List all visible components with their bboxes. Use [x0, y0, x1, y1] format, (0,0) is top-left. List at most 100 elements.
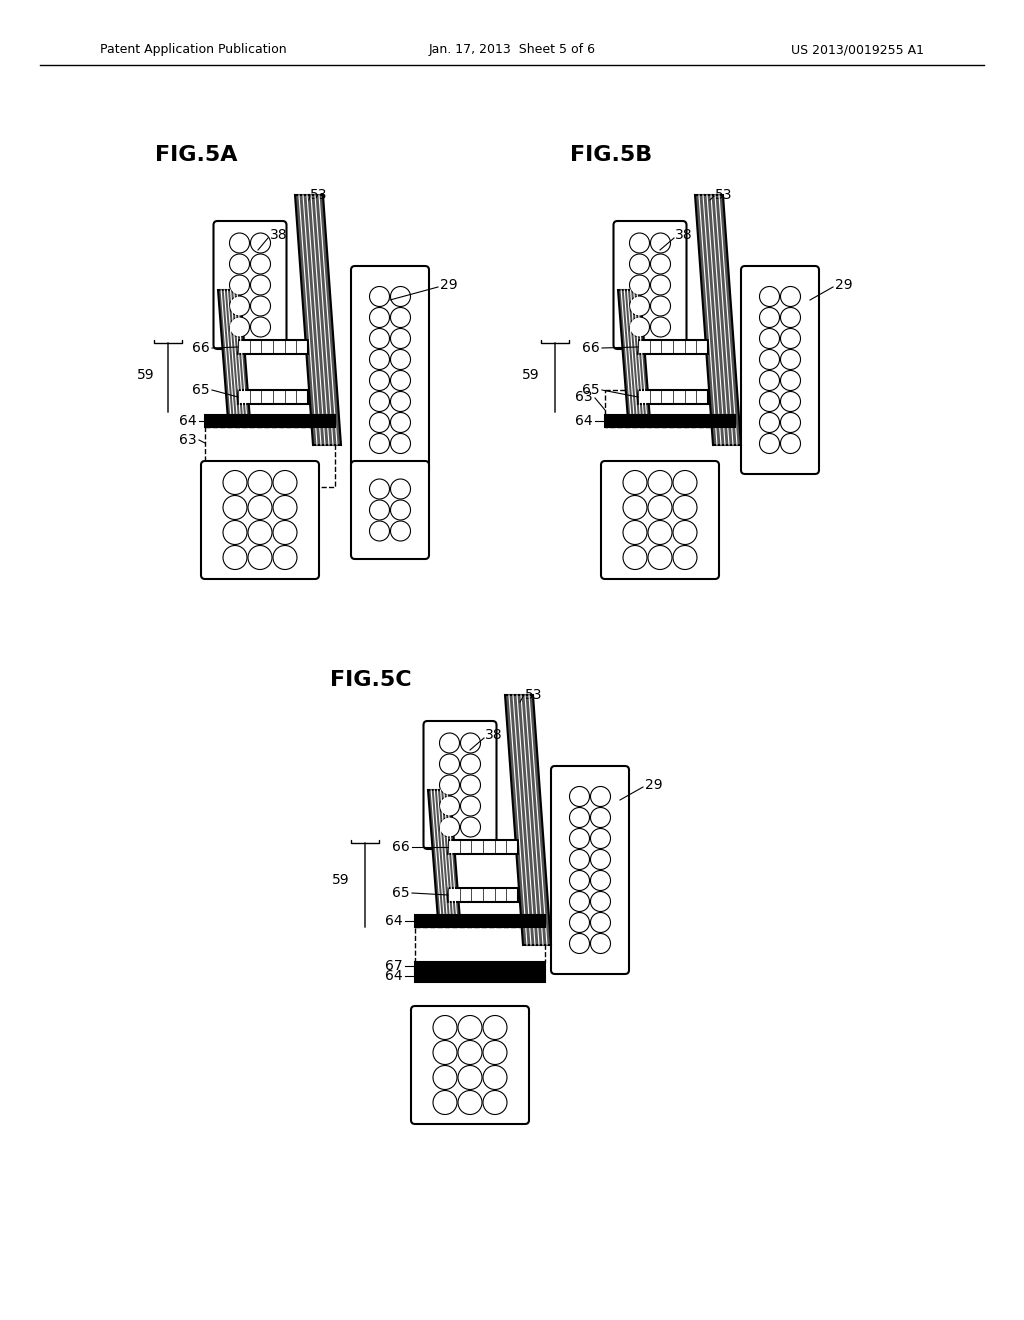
- Circle shape: [591, 850, 610, 870]
- Circle shape: [251, 253, 270, 275]
- Circle shape: [229, 296, 250, 315]
- Circle shape: [461, 817, 480, 837]
- Bar: [415, 927, 545, 962]
- Circle shape: [433, 1015, 457, 1040]
- Text: 65: 65: [392, 886, 410, 900]
- Circle shape: [273, 470, 297, 495]
- Circle shape: [229, 234, 250, 253]
- Circle shape: [623, 520, 647, 544]
- Circle shape: [630, 296, 649, 315]
- Circle shape: [650, 234, 671, 253]
- Circle shape: [780, 371, 801, 391]
- Circle shape: [223, 545, 247, 569]
- Circle shape: [569, 850, 590, 870]
- Circle shape: [248, 520, 272, 544]
- Circle shape: [439, 775, 460, 795]
- Circle shape: [650, 275, 671, 294]
- Polygon shape: [505, 696, 551, 945]
- Circle shape: [370, 500, 389, 520]
- Circle shape: [248, 545, 272, 569]
- Text: 29: 29: [645, 777, 663, 792]
- Circle shape: [760, 308, 779, 327]
- Circle shape: [273, 545, 297, 569]
- Circle shape: [591, 891, 610, 912]
- Circle shape: [569, 829, 590, 849]
- Circle shape: [390, 308, 411, 327]
- Text: FIG.5C: FIG.5C: [330, 671, 412, 690]
- Circle shape: [630, 317, 649, 337]
- Bar: [449, 840, 518, 854]
- Circle shape: [760, 329, 779, 348]
- Circle shape: [461, 754, 480, 774]
- Circle shape: [760, 286, 779, 306]
- Circle shape: [370, 286, 389, 306]
- Circle shape: [223, 495, 247, 520]
- Circle shape: [591, 829, 610, 849]
- Circle shape: [650, 317, 671, 337]
- Bar: [605, 414, 735, 426]
- Circle shape: [630, 253, 649, 275]
- Circle shape: [780, 286, 801, 306]
- Circle shape: [390, 479, 411, 499]
- Circle shape: [273, 495, 297, 520]
- Polygon shape: [428, 789, 460, 920]
- Circle shape: [370, 433, 389, 454]
- Circle shape: [370, 479, 389, 499]
- Circle shape: [569, 808, 590, 828]
- Bar: [605, 389, 735, 426]
- Circle shape: [223, 520, 247, 544]
- Circle shape: [591, 912, 610, 932]
- Circle shape: [591, 933, 610, 953]
- Circle shape: [229, 317, 250, 337]
- Circle shape: [390, 350, 411, 370]
- Text: 53: 53: [525, 688, 543, 702]
- Circle shape: [390, 371, 411, 391]
- Circle shape: [390, 329, 411, 348]
- Polygon shape: [695, 195, 741, 445]
- Circle shape: [370, 371, 389, 391]
- Circle shape: [569, 912, 590, 932]
- Circle shape: [433, 1090, 457, 1114]
- Polygon shape: [618, 290, 650, 420]
- FancyBboxPatch shape: [213, 220, 287, 348]
- Circle shape: [229, 253, 250, 275]
- Bar: [638, 389, 708, 404]
- Circle shape: [780, 329, 801, 348]
- Circle shape: [673, 520, 697, 544]
- Bar: [449, 888, 518, 902]
- Circle shape: [229, 275, 250, 294]
- Circle shape: [650, 296, 671, 315]
- Circle shape: [673, 470, 697, 495]
- FancyBboxPatch shape: [201, 461, 319, 579]
- Bar: [415, 970, 545, 982]
- Circle shape: [569, 891, 590, 912]
- Circle shape: [483, 1015, 507, 1040]
- Circle shape: [390, 433, 411, 454]
- FancyBboxPatch shape: [551, 766, 629, 974]
- Circle shape: [650, 253, 671, 275]
- Circle shape: [648, 470, 672, 495]
- Text: 64: 64: [575, 414, 593, 428]
- Circle shape: [390, 500, 411, 520]
- Circle shape: [370, 392, 389, 412]
- Circle shape: [439, 733, 460, 752]
- Circle shape: [569, 933, 590, 953]
- Circle shape: [251, 275, 270, 294]
- Circle shape: [760, 371, 779, 391]
- Circle shape: [780, 412, 801, 433]
- Circle shape: [780, 392, 801, 412]
- Circle shape: [780, 308, 801, 327]
- Circle shape: [760, 433, 779, 454]
- Circle shape: [251, 296, 270, 315]
- Text: 38: 38: [675, 228, 692, 242]
- FancyBboxPatch shape: [351, 461, 429, 558]
- Circle shape: [439, 817, 460, 837]
- Circle shape: [648, 545, 672, 569]
- Circle shape: [483, 1065, 507, 1089]
- Text: FIG.5B: FIG.5B: [570, 145, 652, 165]
- Text: 59: 59: [333, 873, 350, 887]
- FancyBboxPatch shape: [351, 267, 429, 474]
- Circle shape: [623, 495, 647, 520]
- FancyBboxPatch shape: [741, 267, 819, 474]
- Text: 66: 66: [583, 341, 600, 355]
